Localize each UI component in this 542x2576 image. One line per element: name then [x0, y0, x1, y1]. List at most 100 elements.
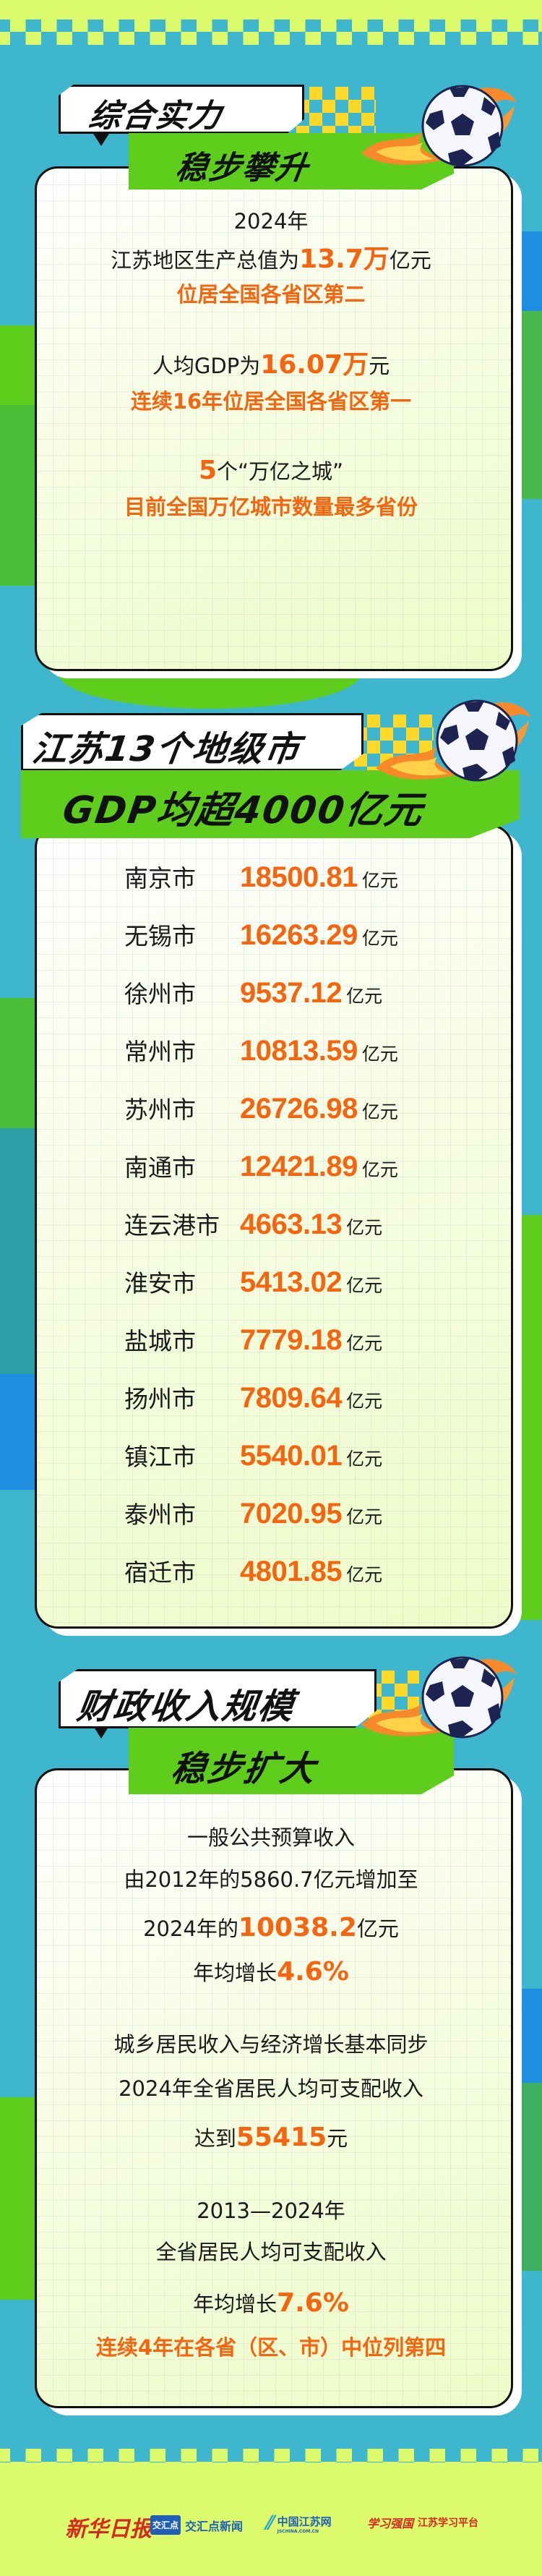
city-name: 宿迁市	[124, 1558, 196, 1587]
unit-label: 亿元	[361, 928, 398, 949]
text-line: 城乡居民收入与经济增长基本同步	[0, 2030, 542, 2059]
text-segment: 年均增长	[193, 1961, 278, 1985]
header-white-box	[21, 713, 364, 771]
city-gdp-value: 9537.12	[240, 977, 343, 1009]
text-segment: 个“万亿之城”	[217, 459, 344, 484]
bottom-band	[0, 2462, 542, 2576]
highlight-value: 5	[198, 456, 217, 485]
jiaohuidian-logo: 交汇点 交汇点新闻	[150, 2515, 243, 2535]
city-name: 扬州市	[124, 1385, 196, 1413]
text-segment: 元	[327, 2126, 348, 2151]
city-gdp-value: 4801.85	[240, 1556, 343, 1587]
text-segment: 达到	[194, 2126, 236, 2151]
xuexi-logo: 学习强国 江苏学习平台	[367, 2514, 478, 2531]
speech-tail	[91, 130, 111, 146]
xinhua-daily-logo: 新华日报	[65, 2517, 152, 2542]
highlight-value: 7.6%	[277, 2288, 349, 2318]
text-line: 江苏地区生产总值为13.7万亿元	[0, 245, 542, 275]
city-row: 淮安市 5413.02 亿元	[124, 1264, 382, 1305]
section3-title-top: 财政收入规模	[74, 1686, 298, 1727]
text-segment: 连续4年在各省（区、市）中位列第四	[95, 2335, 447, 2360]
text-line: 人均GDP为16.07万元	[0, 351, 542, 380]
text-segment: 全省居民人均可支配收入	[155, 2240, 387, 2264]
unit-label: 亿元	[346, 1391, 383, 1412]
fiscal-revenue-card	[35, 1768, 513, 2408]
city-name: 常州市	[124, 1038, 196, 1066]
city-gdp-value: 5413.02	[240, 1266, 343, 1298]
unit-label: 亿元	[346, 1275, 383, 1296]
highlight-value: 16.07万	[260, 350, 369, 380]
text-segment: 2024年全省居民人均可支配收入	[119, 2076, 423, 2101]
city-row: 盐城市 7779.18 亿元	[124, 1322, 382, 1362]
city-row: 泰州市 7020.95 亿元	[124, 1496, 382, 1536]
text-segment: 一般公共预算收入	[186, 1825, 355, 1850]
unit-label: 亿元	[346, 986, 383, 1007]
city-gdp-value: 7020.95	[240, 1498, 343, 1530]
jschina-mark-icon: ⫽	[264, 2512, 273, 2534]
city-name: 连云港市	[124, 1211, 220, 1240]
unit-label: 亿元	[346, 1449, 383, 1470]
top-checker-strip	[0, 19, 542, 45]
city-row: 扬州市 7809.64 亿元	[124, 1380, 382, 1420]
xuexi-name: 江苏学习平台	[418, 2517, 479, 2529]
text-segment: 江苏地区生产总值为	[111, 248, 300, 273]
highlight-value: 55415	[236, 2123, 327, 2152]
text-line: 达到55415元	[0, 2123, 542, 2153]
city-gdp-value: 4663.13	[240, 1208, 343, 1240]
bottom-checker-strip	[0, 2449, 542, 2475]
text-segment: 由2012年的5860.7亿元增加至	[124, 1867, 418, 1892]
city-gdp-card	[35, 824, 513, 1629]
city-name: 苏州市	[124, 1096, 196, 1124]
text-line: 2024年	[0, 207, 542, 236]
jschina-logo: ⫽ 中国江苏网 JSCHINA.COM.CN	[264, 2512, 332, 2535]
city-row: 徐州市 9537.12 亿元	[124, 975, 382, 1015]
unit-label: 亿元	[361, 1044, 398, 1065]
city-name: 南京市	[124, 864, 196, 892]
unit-label: 亿元	[346, 1217, 383, 1238]
highlight-value: 10038.2	[238, 1913, 357, 1942]
text-line: 年均增长7.6%	[0, 2289, 542, 2319]
city-name: 淮安市	[124, 1269, 196, 1297]
unit-label: 亿元	[346, 1564, 383, 1585]
city-gdp-value: 7779.18	[240, 1324, 343, 1356]
text-line: 5个“万亿之城”	[0, 456, 542, 486]
unit-label: 亿元	[346, 1506, 383, 1527]
jiaohuidian-badge: 交汇点	[150, 2515, 181, 2535]
text-segment: 亿元	[389, 248, 431, 273]
city-row: 南通市 12421.89 亿元	[124, 1148, 398, 1189]
section2-title-top: 江苏13个地级市	[30, 729, 304, 769]
city-gdp-value: 16263.29	[240, 919, 358, 951]
unit-label: 亿元	[361, 1159, 398, 1180]
highlight-value: 4.6%	[277, 1957, 349, 1987]
text-segment: 城乡居民收入与经济增长基本同步	[113, 2032, 429, 2057]
city-gdp-value: 12421.89	[240, 1151, 358, 1182]
city-name: 镇江市	[124, 1443, 196, 1471]
city-row: 无锡市 16263.29 亿元	[124, 917, 398, 958]
city-row: 镇江市 5540.01 亿元	[124, 1438, 382, 1478]
jiaohuidian-name: 交汇点新闻	[185, 2519, 244, 2533]
city-gdp-value: 7809.64	[240, 1382, 343, 1414]
soccer-ball-icon	[361, 85, 517, 167]
city-name: 徐州市	[124, 980, 196, 1008]
highlight-value: 13.7万	[299, 244, 390, 274]
text-line: 年均增长4.6%	[0, 1958, 542, 1987]
section1-title-bottom: 稳步攀升	[173, 150, 311, 187]
text-segment: 元	[369, 354, 390, 378]
text-line: 连续16年位居全国各省区第一	[0, 387, 542, 416]
text-line: 目前全国万亿城市数量最多省份	[0, 492, 542, 521]
text-line: 2024年的10038.2亿元	[0, 1914, 542, 1943]
text-segment: 连续16年位居全国各省区第一	[130, 389, 412, 414]
section1-title-top: 综合实力	[86, 98, 225, 135]
soccer-ball-icon	[376, 699, 531, 782]
city-name: 南通市	[124, 1153, 196, 1182]
text-segment: 人均GDP为	[152, 354, 261, 378]
text-line: 2024年全省居民人均可支配收入	[0, 2074, 542, 2103]
city-gdp-value: 5540.01	[240, 1440, 343, 1472]
text-line: 位居全国各省区第二	[0, 280, 542, 309]
city-row: 连云港市 4663.13 亿元	[124, 1206, 382, 1247]
overall-strength-card	[35, 166, 513, 671]
jschina-name: 中国江苏网	[277, 2515, 332, 2528]
text-line: 连续4年在各省（区、市）中位列第四	[0, 2333, 542, 2362]
city-row: 苏州市 26726.98 亿元	[124, 1091, 398, 1131]
header-white-box	[59, 1669, 377, 1728]
